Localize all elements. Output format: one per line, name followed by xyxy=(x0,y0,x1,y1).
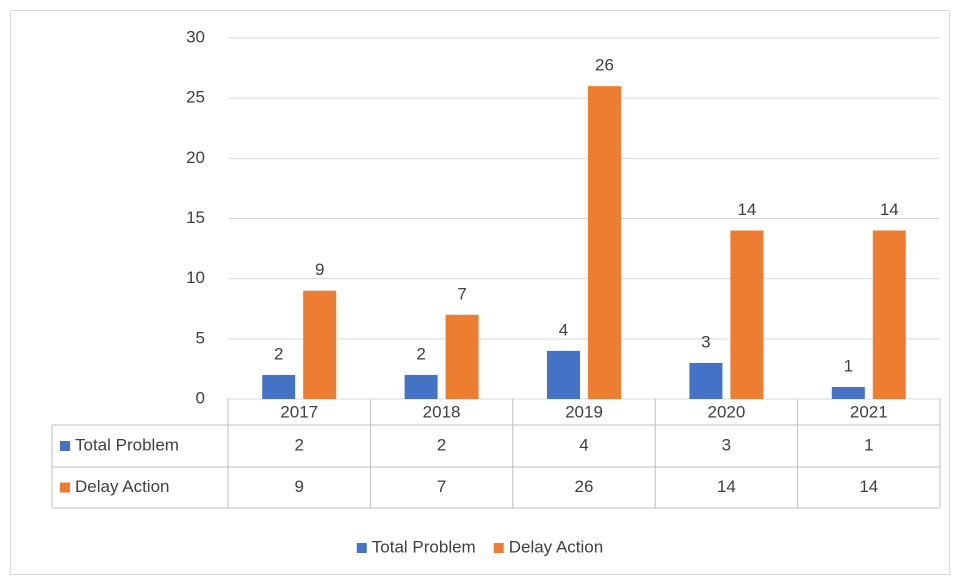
chart-border xyxy=(10,10,950,575)
table-cell: 26 xyxy=(575,477,594,496)
legend-label: Delay Action xyxy=(509,537,604,556)
table-cell: 2 xyxy=(437,435,446,454)
bar xyxy=(588,86,621,399)
x-tick-label: 2018 xyxy=(423,402,461,421)
table-cell: 3 xyxy=(722,435,731,454)
y-tick-label: 15 xyxy=(186,208,205,227)
x-tick-label: 2020 xyxy=(707,402,745,421)
x-tick-label: 2019 xyxy=(565,402,603,421)
bar xyxy=(730,230,764,399)
legend-key xyxy=(493,543,504,553)
y-tick-label: 10 xyxy=(186,268,205,287)
table-cell: 7 xyxy=(437,477,446,496)
y-tick-label: 0 xyxy=(196,388,205,407)
table-row-label: Delay Action xyxy=(75,477,170,496)
y-tick-label: 20 xyxy=(186,148,205,167)
data-label: 9 xyxy=(315,260,324,279)
table-cell: 14 xyxy=(717,477,736,496)
y-tick-label: 25 xyxy=(186,88,205,107)
data-label: 14 xyxy=(737,200,756,219)
table-row-label: Total Problem xyxy=(75,435,179,454)
bar xyxy=(689,362,723,399)
data-label: 3 xyxy=(701,332,710,351)
table-legend-key xyxy=(60,482,70,493)
x-tick-label: 2021 xyxy=(850,402,888,421)
legend-key xyxy=(356,543,367,553)
legend-label: Total Problem xyxy=(372,537,476,556)
bar xyxy=(262,374,296,399)
bar xyxy=(404,374,438,399)
table-cell: 4 xyxy=(579,435,588,454)
data-label: 4 xyxy=(559,320,568,339)
table-cell: 2 xyxy=(294,435,303,454)
bar xyxy=(872,230,906,399)
table-cell: 14 xyxy=(859,477,878,496)
table-cell: 1 xyxy=(864,435,873,454)
bar xyxy=(445,314,479,399)
data-label: 1 xyxy=(844,356,853,375)
data-label: 14 xyxy=(880,200,899,219)
y-tick-label: 5 xyxy=(196,328,205,347)
table-cell: 9 xyxy=(294,477,303,496)
table-legend-key xyxy=(60,441,70,451)
data-label: 7 xyxy=(457,284,466,303)
x-tick-label: 2017 xyxy=(280,402,318,421)
bar xyxy=(303,290,337,399)
data-label: 2 xyxy=(416,344,425,363)
data-label: 26 xyxy=(595,56,614,75)
bar xyxy=(831,386,865,399)
bar xyxy=(547,350,580,399)
y-tick-label: 30 xyxy=(186,27,205,46)
data-label: 2 xyxy=(274,344,283,363)
